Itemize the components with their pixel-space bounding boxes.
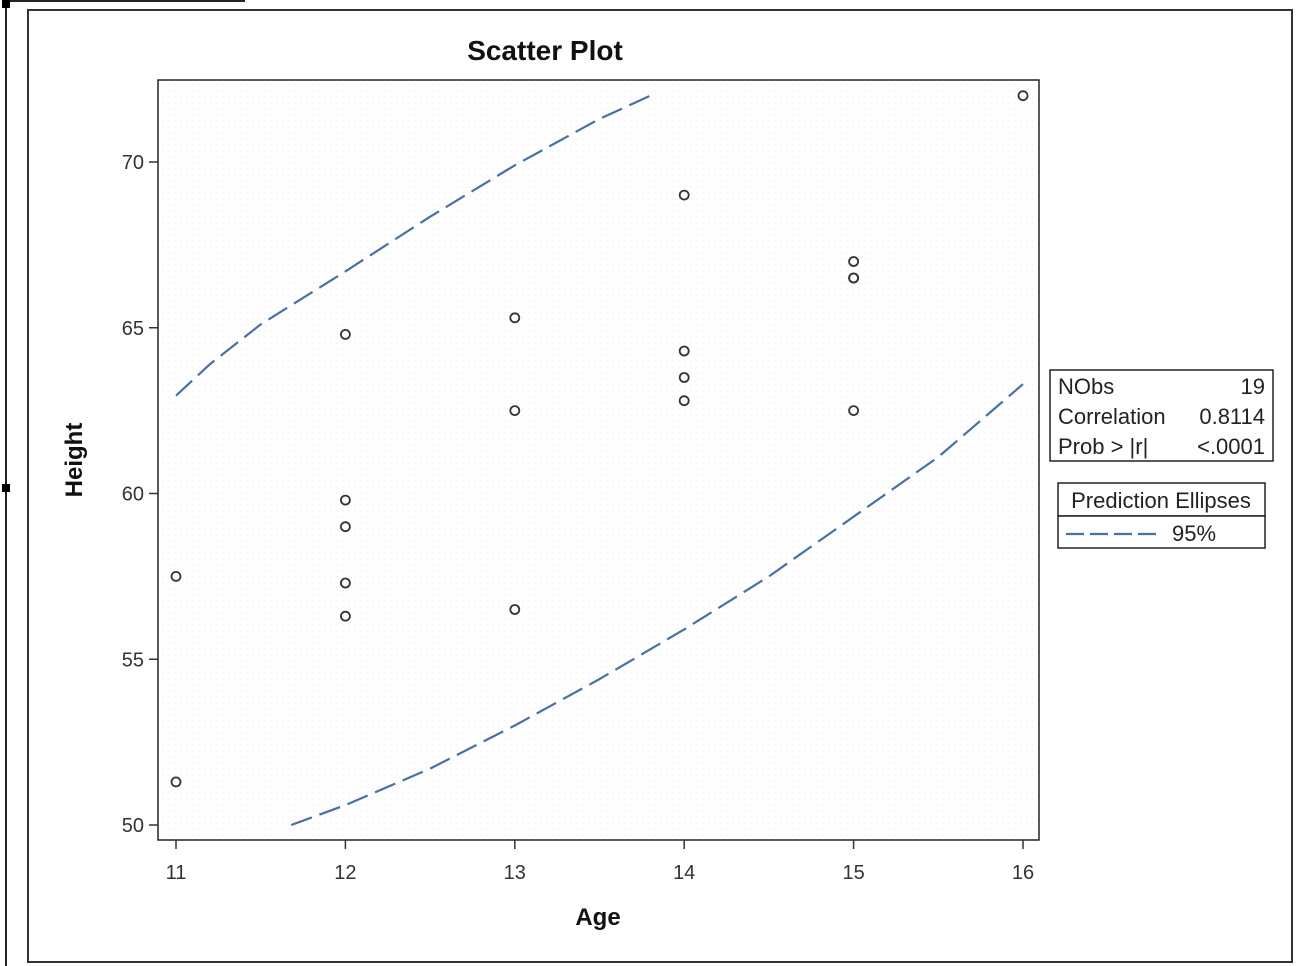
data-point bbox=[678, 395, 690, 407]
legend-title: Prediction Ellipses bbox=[1071, 488, 1251, 513]
legend-entries-frame bbox=[1057, 515, 1266, 549]
x-tick-label: 15 bbox=[842, 862, 864, 884]
data-point bbox=[848, 405, 859, 417]
data-point bbox=[339, 494, 351, 506]
data-point bbox=[678, 189, 690, 201]
x-tick-label: 16 bbox=[1012, 862, 1034, 884]
data-point bbox=[339, 521, 351, 533]
corner-marker-top bbox=[2, 0, 10, 8]
prediction-ellipse bbox=[175, 94, 1024, 827]
stat-value-nobs: 19 bbox=[1241, 374, 1265, 399]
x-tick-label: 13 bbox=[504, 862, 526, 884]
stat-label-prob: Prob > |r| bbox=[1058, 434, 1148, 459]
x-tick-label: 12 bbox=[334, 862, 356, 884]
chart-title: Scatter Plot bbox=[467, 35, 623, 66]
legend: Prediction Ellipses 95% bbox=[1057, 482, 1266, 549]
plot-area-frame bbox=[157, 79, 1040, 841]
plot-background bbox=[158, 80, 1039, 840]
data-point bbox=[1017, 90, 1029, 102]
y-tick-label: 65 bbox=[122, 318, 144, 340]
stat-value-prob: <.0001 bbox=[1197, 434, 1265, 459]
data-points bbox=[170, 90, 1029, 788]
stat-label-correlation: Correlation bbox=[1058, 404, 1166, 429]
data-point bbox=[170, 571, 182, 582]
x-axis-title: Age bbox=[575, 904, 620, 931]
outer-frame bbox=[27, 9, 1293, 963]
data-point bbox=[170, 776, 182, 788]
stat-value-correlation: 0.8114 bbox=[1199, 404, 1265, 429]
y-tick-label: 55 bbox=[122, 649, 144, 671]
x-tick-label: 14 bbox=[673, 862, 695, 884]
corner-marker-mid bbox=[2, 484, 10, 492]
data-point bbox=[678, 372, 690, 383]
x-axis: 11 12 13 14 15 16 bbox=[166, 840, 1034, 884]
stat-label-nobs: NObs bbox=[1058, 374, 1114, 399]
data-point bbox=[678, 345, 690, 357]
stats-box-frame bbox=[1049, 369, 1274, 462]
y-axis-title: Height bbox=[61, 423, 88, 498]
legend-title-frame bbox=[1057, 482, 1266, 517]
y-tick-label: 70 bbox=[122, 152, 144, 174]
x-tick-label: 11 bbox=[166, 862, 187, 884]
data-point bbox=[509, 405, 521, 417]
legend-entry-95: 95% bbox=[1172, 521, 1216, 546]
data-point bbox=[339, 577, 351, 589]
data-point bbox=[509, 604, 521, 615]
ellipse-lower-branch bbox=[290, 383, 1024, 827]
data-point bbox=[339, 328, 351, 340]
ellipse-upper-branch bbox=[175, 94, 651, 397]
data-point bbox=[848, 256, 859, 267]
data-point bbox=[509, 312, 521, 324]
data-point bbox=[848, 272, 859, 284]
y-axis: 50 55 60 65 70 bbox=[122, 152, 158, 837]
data-point bbox=[339, 610, 351, 622]
y-tick-label: 60 bbox=[122, 484, 144, 506]
y-tick-label: 50 bbox=[122, 815, 144, 837]
stats-box: NObs 19 Correlation 0.8114 Prob > |r| <.… bbox=[1049, 369, 1274, 462]
